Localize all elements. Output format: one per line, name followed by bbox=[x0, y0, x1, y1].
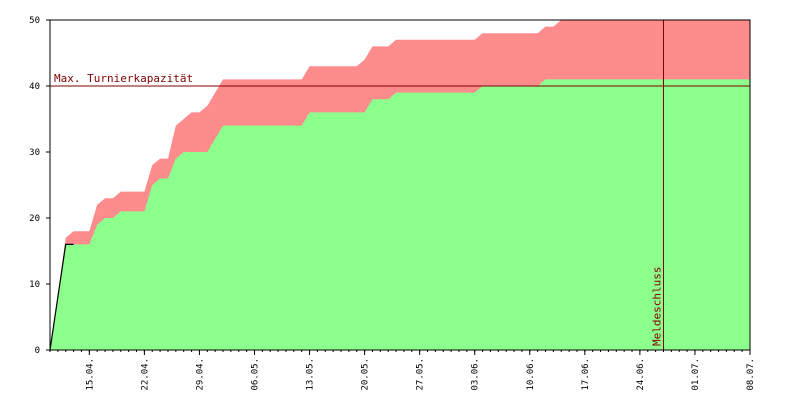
chart-areas bbox=[50, 20, 750, 351]
y-tick-label: 0 bbox=[35, 346, 40, 356]
x-tick-label: 06.05. bbox=[250, 358, 260, 391]
deadline-label: Meldeschluss bbox=[650, 267, 663, 346]
y-tick-label: 30 bbox=[29, 148, 40, 158]
chart-lines bbox=[49, 243, 74, 351]
capacity-label: Max. Turnierkapazität bbox=[54, 72, 193, 85]
y-tick-label: 20 bbox=[29, 214, 40, 224]
x-tick-label: 27.05. bbox=[416, 358, 426, 391]
x-tick-label: 24.06. bbox=[636, 358, 646, 391]
x-tick-label: 17.06. bbox=[581, 358, 591, 391]
x-tick-label: 10.06. bbox=[526, 358, 536, 391]
x-tick-label: 29.04. bbox=[195, 358, 205, 391]
y-tick-label: 40 bbox=[29, 82, 40, 92]
x-tick-label: 03.06. bbox=[471, 358, 481, 391]
x-tick-label: 22.04. bbox=[140, 358, 150, 391]
plot-frame bbox=[49, 19, 751, 351]
x-tick-label: 13.05. bbox=[306, 358, 316, 391]
series-area-1 bbox=[50, 79, 750, 351]
x-tick-label: 15.04. bbox=[85, 358, 95, 391]
series-line-start bbox=[49, 243, 74, 351]
x-tick-label: 20.05. bbox=[361, 358, 371, 391]
chart-annotations: Max. Turnierkapazität Meldeschluss bbox=[50, 20, 750, 350]
y-tick-label: 50 bbox=[29, 16, 40, 26]
y-tick-label: 10 bbox=[29, 280, 40, 290]
x-axis: 15.04. 22.04. 29.04. 06.05. 13.05. 20.05. 27.0… bbox=[49, 350, 756, 391]
y-axis: 0 10 20 30 40 50 bbox=[29, 16, 50, 356]
x-tick-label: 08.07. bbox=[746, 358, 756, 391]
x-tick-label: 01.07. bbox=[691, 358, 701, 391]
